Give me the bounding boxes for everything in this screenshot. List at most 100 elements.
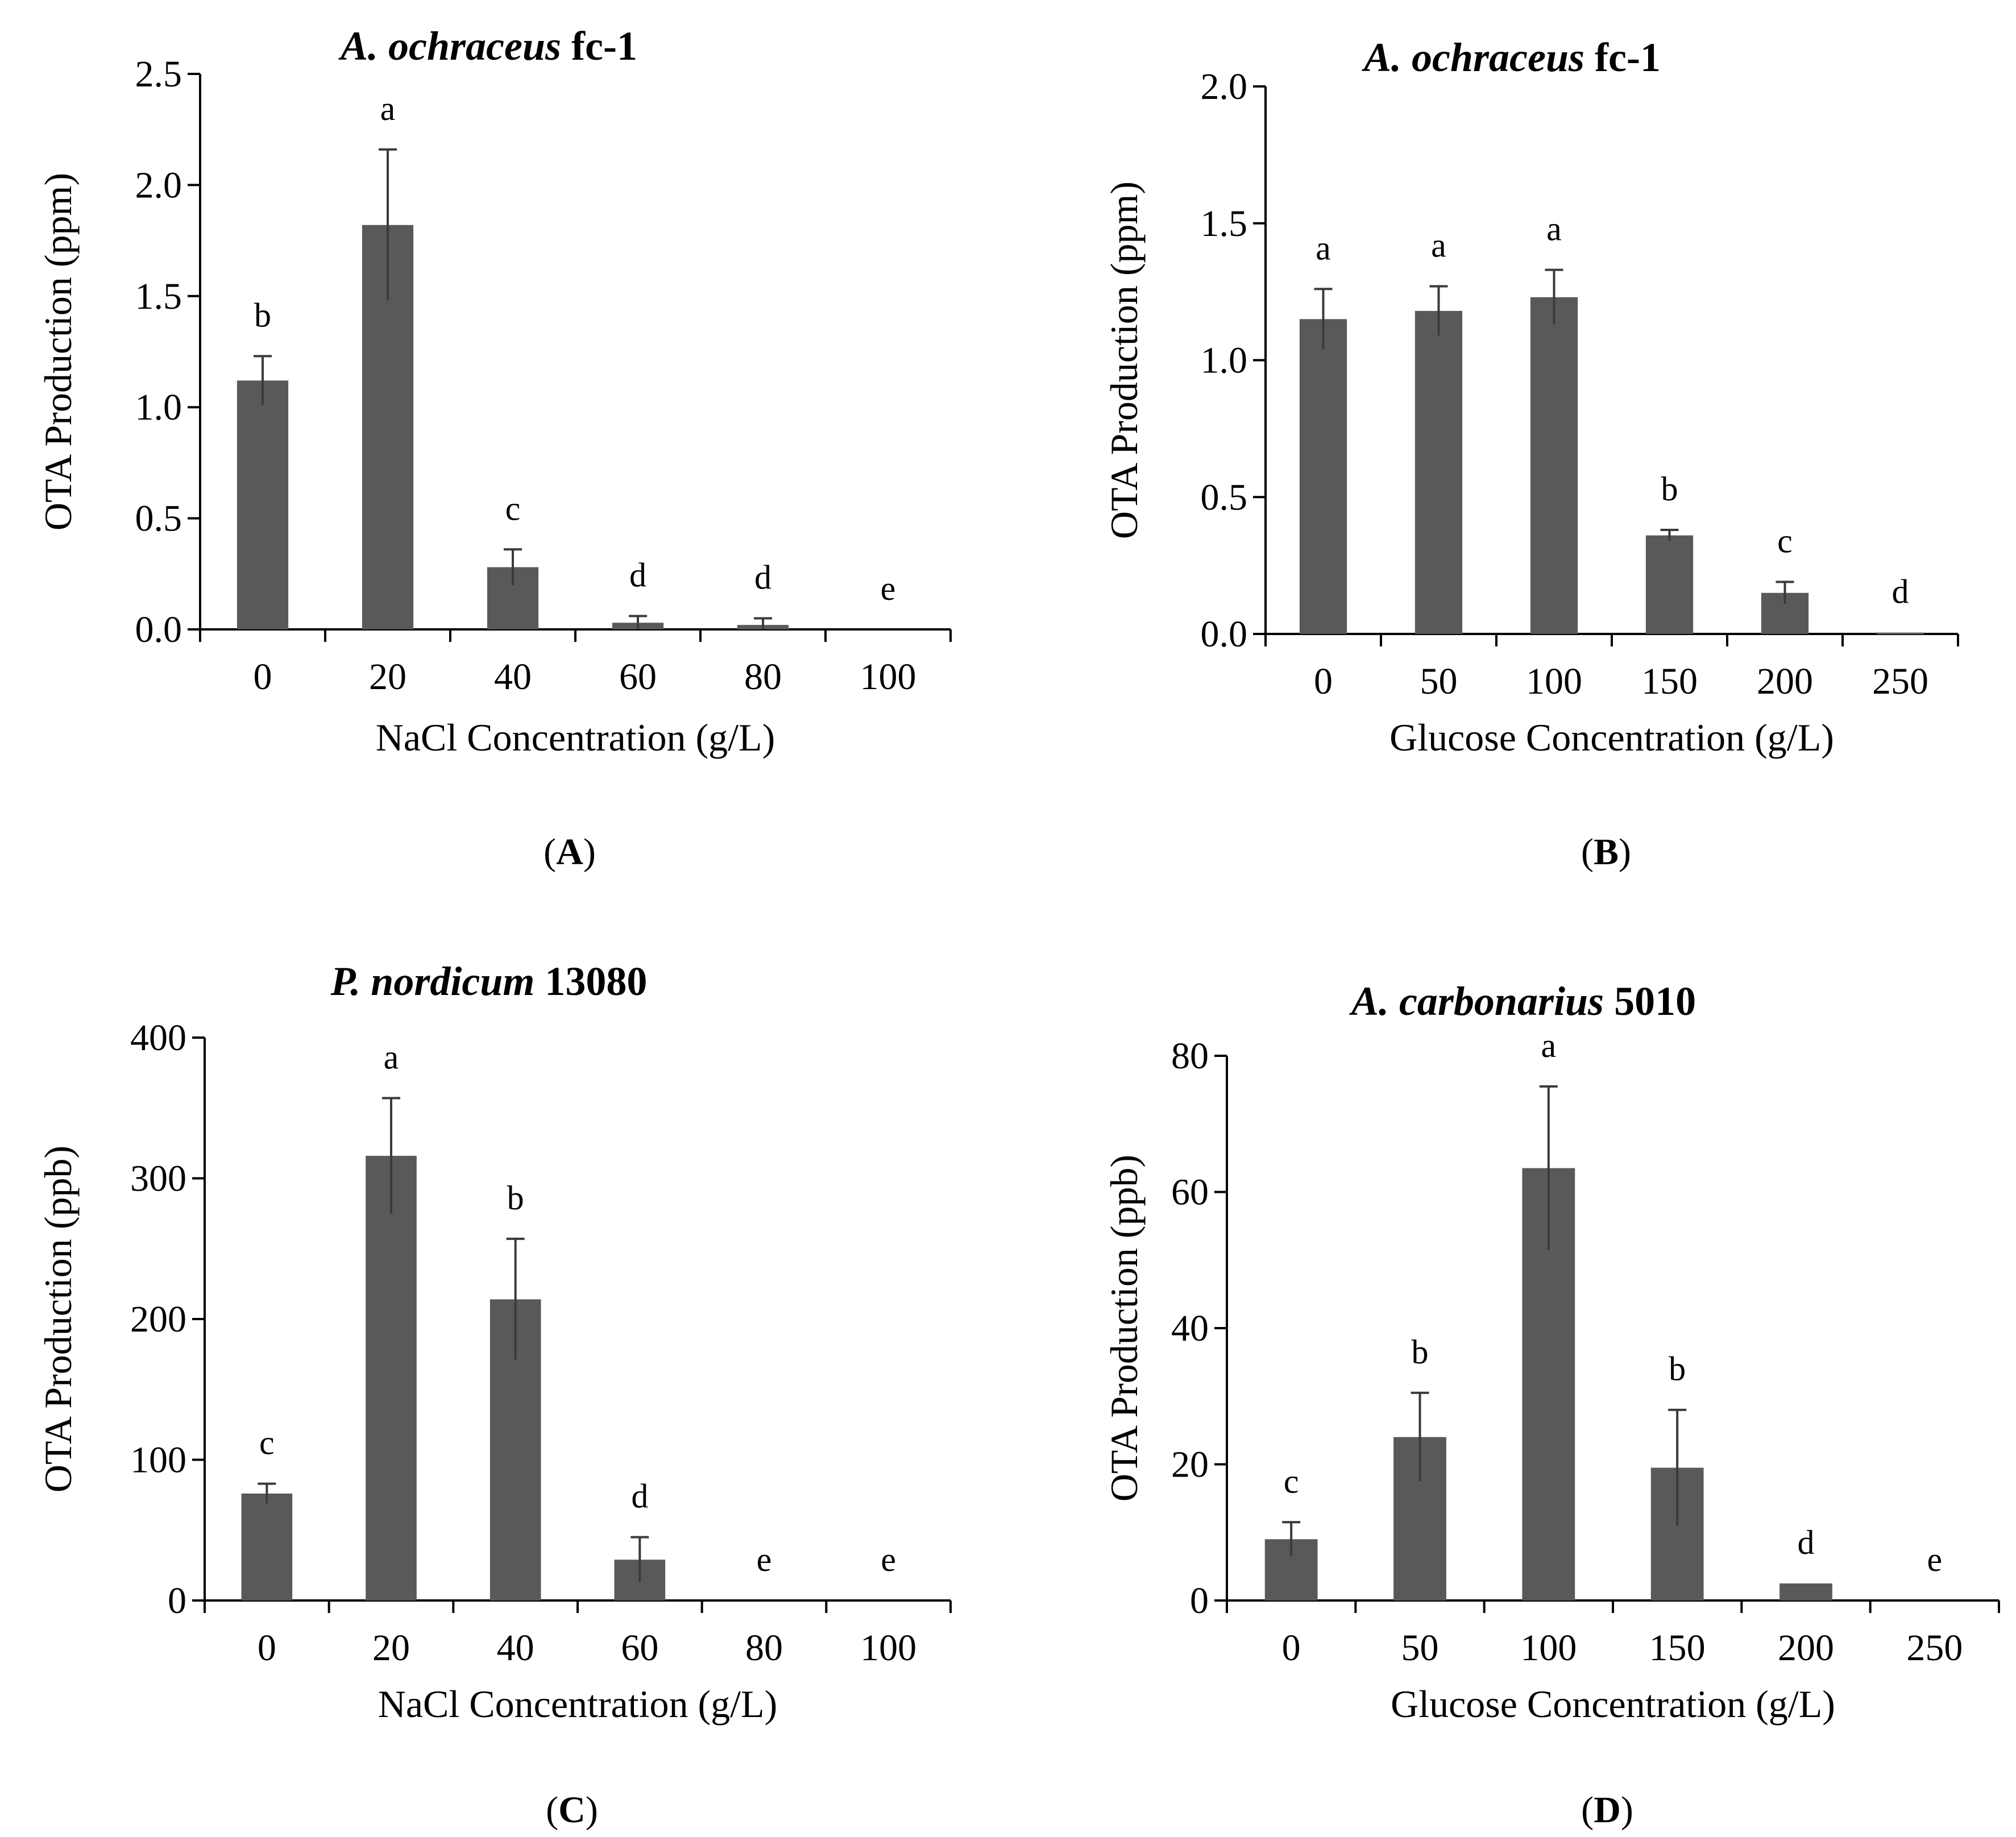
bar [1299, 319, 1347, 634]
significance-letter: e [881, 1541, 896, 1578]
bar [237, 380, 289, 629]
bar [241, 1493, 293, 1600]
chart-title-strain: fc-1 [1584, 35, 1661, 80]
x-tick-label: 0 [1314, 661, 1333, 702]
x-axis-label: NaCl Concentration (g/L) [376, 716, 775, 759]
significance-letter: b [1669, 1350, 1686, 1388]
panel-b: A. ochraceus fc-1 0.0 0.5 1.0 1.5 2.0 a 0 a 50 a 10… [1102, 35, 1959, 873]
x-axis-label: Glucose Concentration (g/L) [1391, 1682, 1835, 1726]
significance-letter: d [1892, 573, 1909, 611]
y-tick-label: 2.5 [135, 53, 182, 95]
y-tick-label: 0 [168, 1580, 186, 1622]
bar [1645, 535, 1694, 634]
y-tick-label: 1.0 [1201, 340, 1248, 382]
x-tick-label: 60 [621, 1627, 658, 1669]
y-axis-label: OTA Production (ppb) [1102, 1155, 1146, 1502]
panel-label-letter: B [1594, 831, 1619, 873]
y-tick-label: 1.5 [135, 276, 182, 317]
x-tick-label: 60 [619, 656, 657, 698]
x-tick-label: 50 [1420, 661, 1458, 702]
chart-title: A. carbonarius 5010 [1349, 978, 1696, 1024]
y-tick-label: 80 [1171, 1035, 1209, 1077]
y-tick-label: 0.0 [135, 609, 182, 650]
significance-letter: d [629, 557, 646, 594]
significance-letter: c [1284, 1462, 1299, 1500]
panel-label-letter: D [1594, 1789, 1621, 1831]
y-tick-label: 1.5 [1201, 203, 1248, 244]
y-tick-label: 2.0 [135, 164, 182, 206]
chart-title-species: A. carbonarius [1349, 978, 1604, 1024]
significance-letter: a [1316, 229, 1331, 267]
y-axis-label: OTA Production (ppm) [1102, 181, 1146, 539]
x-tick-label: 200 [1778, 1627, 1834, 1669]
significance-letter: a [1541, 1027, 1557, 1064]
chart-title-strain: 13080 [534, 959, 647, 1004]
x-tick-label: 100 [1520, 1627, 1577, 1669]
y-tick-label: 0.5 [1201, 476, 1248, 518]
significance-letter: d [754, 558, 771, 596]
panel-label-letter: A [556, 831, 583, 873]
y-tick-label: 0.5 [135, 498, 182, 540]
y-tick-label: 60 [1171, 1172, 1209, 1213]
y-tick-label: 400 [130, 1017, 186, 1059]
panel-label: (B) [1581, 831, 1631, 873]
bar [1414, 310, 1463, 634]
x-tick-label: 250 [1906, 1627, 1963, 1669]
significance-letter: b [254, 296, 271, 334]
significance-letter: d [631, 1478, 648, 1515]
significance-letter: e [881, 570, 896, 607]
panel-d: A. carbonarius 5010 0 20 40 60 80 c 0 b 50 a 100 b 15… [1102, 978, 2000, 1831]
significance-letter: a [1431, 226, 1446, 264]
panel-label-letter: C [558, 1789, 586, 1831]
y-tick-label: 300 [130, 1158, 186, 1200]
x-tick-label: 40 [494, 656, 532, 698]
significance-letter: b [1412, 1333, 1429, 1371]
panel-a: A. ochraceus fc-1 0.0 0.5 1.0 1.5 2.0 2.5 b 0 a 20… [36, 23, 952, 873]
y-tick-label: 200 [130, 1299, 186, 1340]
significance-letter: c [1777, 523, 1793, 560]
significance-letter: b [507, 1179, 524, 1217]
y-tick-label: 1.0 [135, 387, 182, 428]
significance-letter: c [259, 1424, 275, 1462]
panel-label: (D) [1581, 1789, 1633, 1831]
bar [1530, 297, 1578, 634]
significance-letter: d [1798, 1524, 1815, 1561]
chart-title: P. nordicum 13080 [330, 959, 648, 1004]
significance-letter: c [505, 490, 521, 527]
y-axis-label: OTA Production (ppb) [36, 1146, 80, 1492]
chart-title: A. ochraceus fc-1 [1362, 35, 1661, 80]
x-axis-label: NaCl Concentration (g/L) [378, 1682, 777, 1726]
x-tick-label: 100 [1526, 661, 1582, 702]
chart-title-species: A. ochraceus [1362, 35, 1584, 80]
x-tick-label: 0 [1282, 1627, 1301, 1669]
chart-title-strain: fc-1 [561, 23, 637, 69]
significance-letter: a [384, 1038, 399, 1076]
x-tick-label: 100 [860, 1627, 916, 1669]
panel-label: (A) [544, 831, 596, 873]
y-tick-label: 0.0 [1201, 613, 1248, 655]
x-tick-label: 0 [254, 656, 272, 698]
y-tick-label: 0 [1190, 1580, 1209, 1622]
y-tick-label: 20 [1171, 1444, 1209, 1486]
x-tick-label: 0 [258, 1627, 276, 1669]
bar [1876, 632, 1924, 635]
bar [1779, 1583, 1832, 1600]
significance-letter: e [757, 1541, 772, 1578]
significance-letter: b [1661, 470, 1678, 508]
panel-c: P. nordicum 13080 0 100 200 300 400 c 0 a 20 b 40 d 6… [36, 959, 952, 1831]
chart-title: A. ochraceus fc-1 [338, 23, 637, 69]
x-tick-label: 80 [744, 656, 782, 698]
y-tick-label: 100 [130, 1440, 186, 1481]
y-tick-label: 2.0 [1201, 66, 1248, 107]
chart-title-species: A. ochraceus [338, 23, 561, 69]
x-tick-label: 100 [860, 656, 916, 698]
bar [366, 1155, 417, 1600]
significance-letter: a [380, 90, 396, 127]
x-tick-label: 50 [1401, 1627, 1439, 1669]
panel-label: (C) [546, 1789, 598, 1831]
x-tick-label: 150 [1649, 1627, 1706, 1669]
y-axis-label: OTA Production (ppm) [36, 173, 80, 530]
chart-title-species: P. nordicum [330, 959, 535, 1004]
significance-letter: e [1927, 1541, 1943, 1578]
